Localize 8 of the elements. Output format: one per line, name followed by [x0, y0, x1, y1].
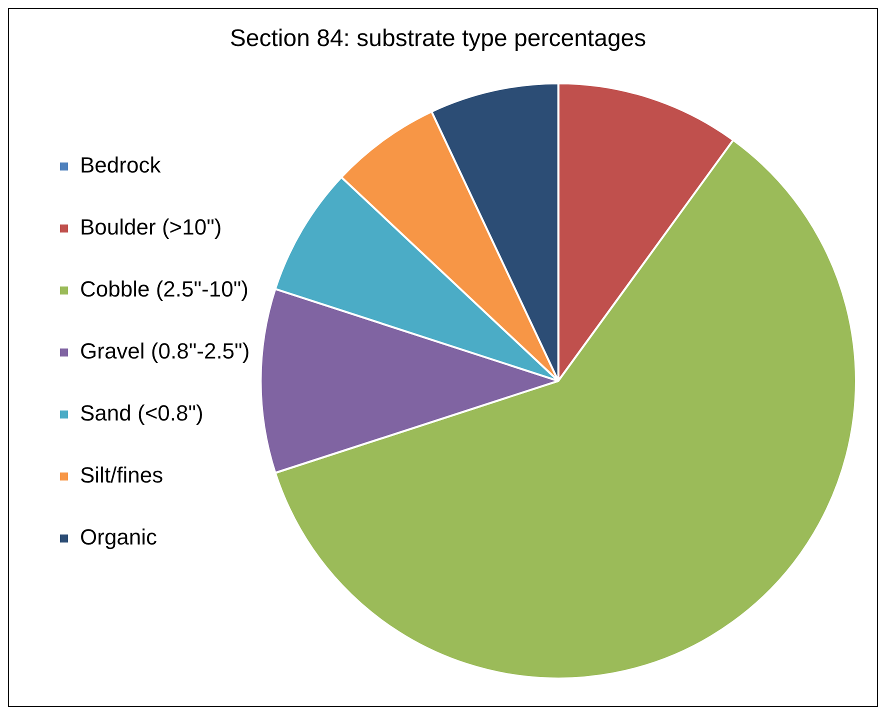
legend-label: Bedrock: [80, 152, 162, 178]
legend-label: Boulder (>10"): [80, 214, 222, 240]
chart-title: Section 84: substrate type percentages: [230, 25, 646, 52]
legend-label: Silt/fines: [80, 462, 164, 488]
legend-label: Cobble (2.5"-10"): [80, 276, 248, 302]
legend-label: Organic: [80, 524, 158, 550]
legend-label: Sand (<0.8"): [80, 400, 204, 426]
legend-label: Gravel (0.8"-2.5"): [80, 338, 250, 364]
